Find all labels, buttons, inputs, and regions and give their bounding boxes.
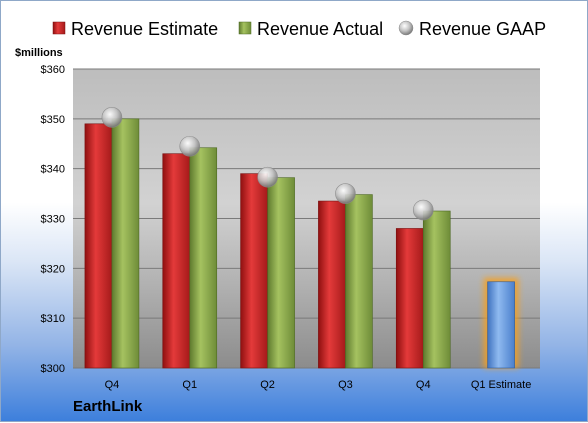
y-tick-label: $360 <box>41 64 65 76</box>
bar-revenue-actual <box>267 177 295 369</box>
bar-revenue-estimate <box>84 123 113 369</box>
x-tick-label: Q1 <box>182 379 197 391</box>
bar-revenue-estimate <box>240 173 268 369</box>
legend-item-revenue-gaap: Revenue GAAP <box>398 19 546 39</box>
bar-revenue-actual <box>111 118 140 369</box>
legend-swatch-red <box>52 21 66 35</box>
x-tick-label: Q4 <box>416 379 431 391</box>
x-axis-labels: Q4 Q1 Q2 Q3 Q4 Q1 Estimate <box>105 379 532 391</box>
x-tick-label: Q4 <box>105 379 120 391</box>
company-name: EarthLink <box>73 398 143 415</box>
y-tick-label: $330 <box>41 214 65 226</box>
marker-revenue-gaap <box>257 166 278 188</box>
y-tick-label: $320 <box>41 263 65 275</box>
gridlines <box>73 68 540 369</box>
bar-revenue-actual <box>189 147 218 369</box>
x-tick-label: Q2 <box>260 379 275 391</box>
legend: Revenue Estimate Revenue Actual Revenue … <box>52 19 546 39</box>
bars <box>84 118 519 369</box>
legend-item-revenue-actual: Revenue Actual <box>238 19 383 39</box>
y-axis-unit-label: $millions <box>15 47 63 59</box>
bar-revenue-estimate <box>162 153 191 369</box>
y-tick-label: $350 <box>41 114 65 126</box>
gaap-markers <box>101 107 434 221</box>
bar-revenue-estimate <box>395 228 424 369</box>
legend-label-revenue-actual: Revenue Actual <box>257 19 383 39</box>
y-tick-label: $300 <box>41 363 65 375</box>
y-axis-ticks: $300 $310 $320 $330 $340 $350 $360 <box>41 64 65 375</box>
bar-q1-estimate <box>487 281 515 369</box>
legend-label-revenue-estimate: Revenue Estimate <box>71 19 218 39</box>
legend-label-revenue-gaap: Revenue GAAP <box>419 19 546 39</box>
bar-revenue-actual <box>422 210 451 369</box>
legend-swatch-green <box>238 21 252 35</box>
marker-revenue-gaap <box>412 199 434 221</box>
x-tick-label: Q3 <box>338 379 353 391</box>
legend-item-revenue-estimate: Revenue Estimate <box>52 19 218 39</box>
bar-revenue-estimate <box>318 200 346 369</box>
x-tick-label: Q1 Estimate <box>471 379 532 391</box>
bar-revenue-actual <box>345 194 373 369</box>
marker-revenue-gaap <box>179 135 201 157</box>
marker-revenue-gaap <box>335 183 356 204</box>
legend-marker-gaap <box>398 20 414 36</box>
y-tick-label: $310 <box>41 313 65 325</box>
marker-revenue-gaap <box>101 107 123 128</box>
y-tick-label: $340 <box>41 164 65 176</box>
